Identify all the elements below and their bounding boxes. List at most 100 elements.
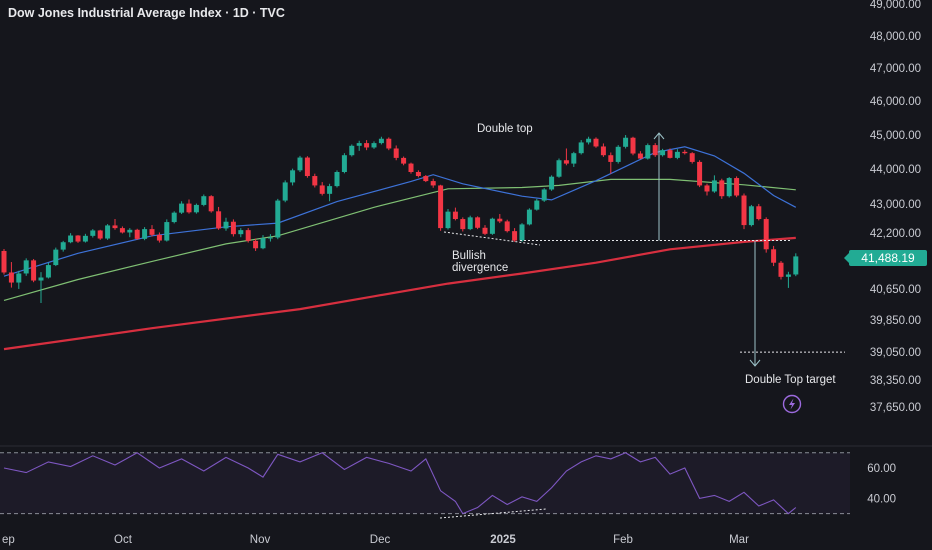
candle-body <box>637 153 643 159</box>
candle <box>475 216 481 230</box>
candle <box>216 206 222 230</box>
candle <box>711 175 717 193</box>
candle <box>704 183 710 196</box>
candle <box>438 184 444 231</box>
candle-body <box>1 250 7 273</box>
price-tick-label: 42,200.00 <box>870 228 921 240</box>
candle <box>179 201 185 214</box>
candle <box>386 137 392 151</box>
candle-body <box>68 235 74 243</box>
candle <box>267 234 273 242</box>
candle-body <box>223 221 229 229</box>
candle <box>467 215 473 231</box>
candle <box>364 140 370 151</box>
candle <box>349 144 355 157</box>
rsi-tick-label: 40.00 <box>867 493 896 505</box>
candle <box>734 176 740 198</box>
candle-body <box>704 185 710 192</box>
time-tick-label: 2025 <box>490 534 516 546</box>
candle <box>304 156 310 178</box>
candle <box>763 217 769 253</box>
candle-body <box>149 229 155 235</box>
candle <box>193 203 199 214</box>
candle <box>68 233 74 244</box>
candle-body <box>393 148 399 158</box>
candle-body <box>179 203 185 213</box>
candle-body <box>171 212 177 223</box>
candle-body <box>208 196 214 212</box>
price-axis: 49,000.00 48,000.00 47,000.00 46,000.00 45,0… <box>870 0 921 414</box>
candle-body <box>401 157 407 164</box>
candle-body <box>734 178 740 196</box>
candle-body <box>245 230 251 241</box>
candle <box>526 208 532 226</box>
candle <box>689 152 695 164</box>
candle-body <box>778 262 784 277</box>
candle <box>600 143 606 157</box>
candle-body <box>460 219 466 230</box>
candle <box>719 178 725 199</box>
candle <box>53 247 59 267</box>
candle <box>312 173 318 188</box>
candle-body <box>297 157 303 171</box>
lightning-icon[interactable] <box>782 394 802 414</box>
candle-body <box>253 240 259 249</box>
candle-body <box>645 145 651 159</box>
candle <box>142 227 148 241</box>
candle <box>282 180 288 203</box>
candle-body <box>748 206 754 226</box>
candle-body <box>53 249 59 266</box>
candle-body <box>260 238 266 249</box>
candle-body <box>475 217 481 228</box>
annotation-bullish: Bullish <box>452 250 486 262</box>
price-tick-label: 38,350.00 <box>870 375 921 387</box>
candle <box>319 182 325 196</box>
candle <box>223 217 229 231</box>
candle-body <box>334 172 340 187</box>
candle-body <box>201 196 207 205</box>
candle <box>682 149 688 155</box>
candle-body <box>186 203 192 213</box>
candle <box>253 238 259 251</box>
candle-body <box>497 218 503 222</box>
candle-body <box>549 176 555 190</box>
candle <box>697 160 703 188</box>
candle <box>341 153 347 174</box>
candle <box>571 151 577 167</box>
candle <box>512 228 518 242</box>
candle <box>667 148 673 159</box>
candle-body <box>771 249 777 263</box>
candle <box>408 162 414 174</box>
arrow-head-down <box>749 359 761 367</box>
candle-body <box>615 146 621 162</box>
candle <box>423 175 429 183</box>
candle <box>290 168 296 186</box>
candle <box>149 225 155 237</box>
candle-body <box>660 150 666 156</box>
candle-body <box>482 227 488 234</box>
candle <box>371 141 377 149</box>
candle <box>541 188 547 202</box>
candle-body <box>697 161 703 186</box>
candle-body <box>719 180 725 197</box>
price-tick-label: 44,000.00 <box>870 164 921 176</box>
sma-mid-line <box>3 178 796 301</box>
candle <box>208 195 214 213</box>
candle <box>105 224 111 240</box>
candle <box>756 203 762 221</box>
candle <box>16 270 22 289</box>
candle-body <box>682 151 688 154</box>
price-tick-label: 46,000.00 <box>870 96 921 108</box>
candle-body <box>756 206 762 220</box>
candle <box>82 233 88 243</box>
candle <box>504 219 510 233</box>
candle-body <box>45 265 51 278</box>
candle <box>534 198 540 211</box>
candle <box>38 272 44 304</box>
annotation-target: Double Top target <box>745 374 836 386</box>
price-tick-label: 40,650.00 <box>870 284 921 296</box>
candle <box>445 208 451 230</box>
candle <box>660 148 666 157</box>
candle <box>452 207 458 221</box>
